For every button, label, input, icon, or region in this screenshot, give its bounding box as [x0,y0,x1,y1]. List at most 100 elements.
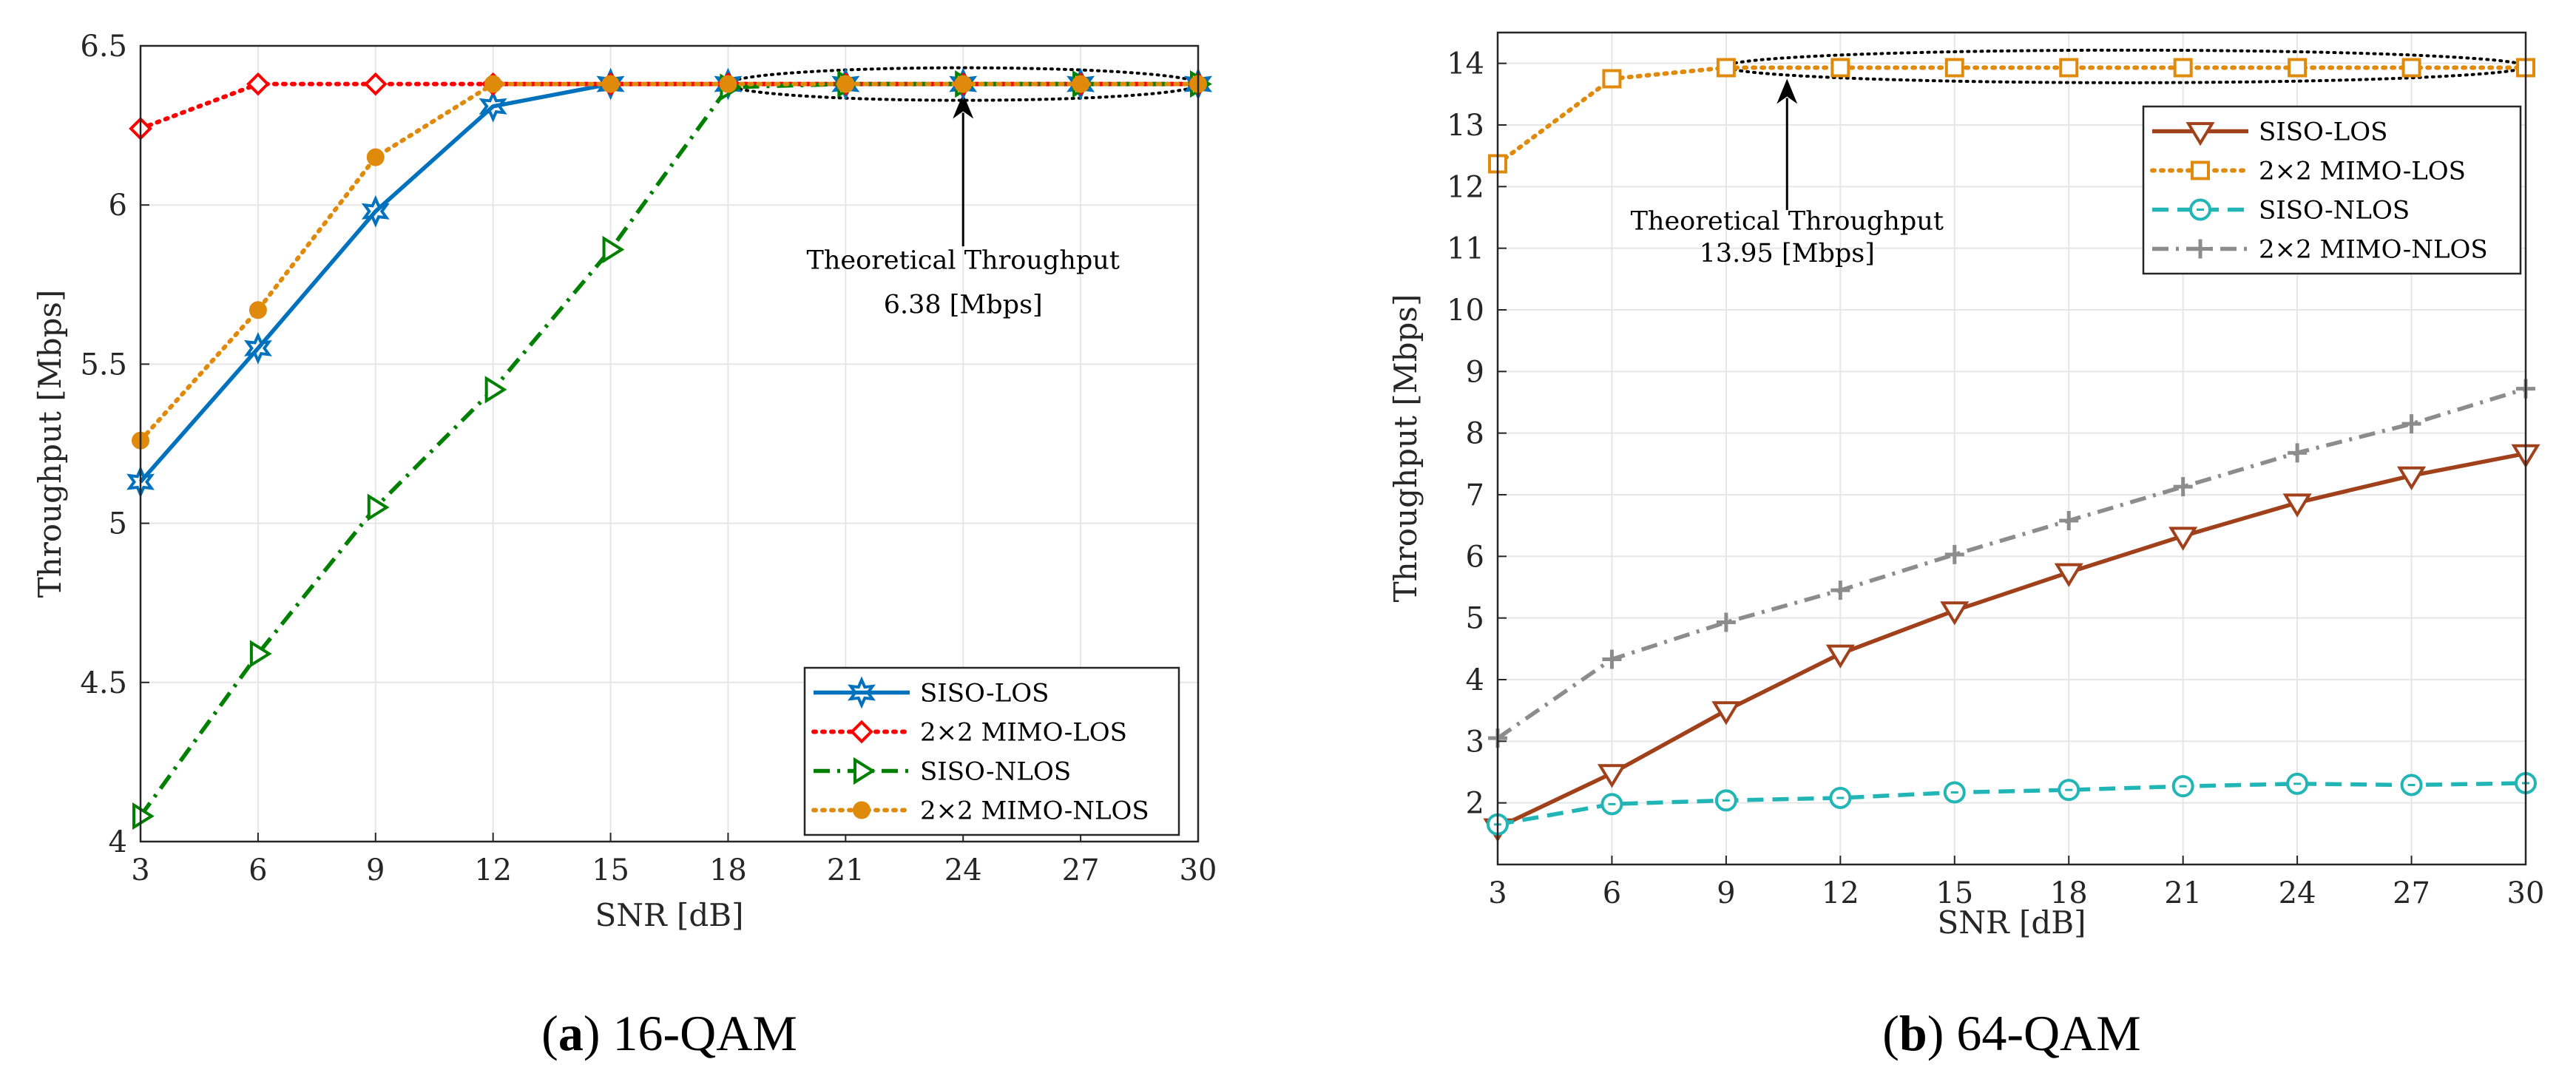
b-legend-marker-3 [2191,239,2210,259]
caption-a-text: 16-QAM [600,1005,797,1061]
a-y-tick-label: 5.5 [80,348,127,382]
a-x-tick-label: 12 [474,853,512,887]
b-x-tick-label: 3 [1488,876,1507,910]
b-y-tick-label: 4 [1466,663,1484,697]
b-x-tick-label: 27 [2393,876,2430,910]
a-point-0 [714,67,743,101]
a-point-2 [132,802,155,830]
b-y-tick-label: 7 [1466,478,1484,512]
b-legend-label-1: 2×2 MIMO-LOS [2259,157,2466,186]
b-point-3 [2173,477,2193,497]
a-legend-label-1: 2×2 MIMO-LOS [920,718,1127,748]
a-point-3 [601,75,620,93]
b-point-2 [2400,774,2423,796]
a-x-tick-label: 30 [1180,853,1217,887]
b-point-0 [2168,527,2198,551]
b-legend-marker-2 [2189,198,2211,221]
a-legend-marker-2 [853,757,876,785]
b-legend-marker-1 [2191,160,2210,180]
b-series-line-3 [1496,387,2526,740]
a-x-tick-label: 6 [249,853,267,887]
b-x-tick-label: 24 [2279,876,2316,910]
b-x-tick-label: 18 [2050,876,2088,910]
a-point-3 [719,75,737,93]
b-point-0 [1597,764,1626,788]
a-series-line-3 [138,81,1200,443]
b-point-2 [1600,793,1623,816]
b-point-0 [2054,563,2083,587]
a-point-3 [249,301,267,319]
chart-a-series [126,67,1213,830]
a-point-1 [363,72,388,96]
b-arrow-head [1777,78,1798,104]
b-x-tick-label: 30 [2507,876,2545,910]
b-x-tick-label: 15 [1936,876,1973,910]
a-point-1 [246,72,270,96]
a-legend-marker-1 [850,720,873,744]
b-y-tick-label: 5 [1466,602,1484,636]
chart-a-x-ticks: 3 6 9 12 15 18 21 24 27 30 [131,833,1217,887]
b-legend-label-2: SISO-NLOS [2259,196,2410,226]
chart-a-legend: SISO-LOS 2×2 MIMO-LOS SISO-NLOS 2×2 MIMO-NL… [803,666,1180,836]
b-point-2 [1714,789,1737,812]
b-point-0 [1940,601,1970,626]
b-point-1 [1602,69,1622,89]
chart-b-axes-box [1496,31,2527,866]
b-point-2 [1829,787,1852,809]
a-arrow-head [953,93,974,119]
b-point-1 [2059,58,2079,78]
a-y-tick-label: 4.5 [80,666,127,700]
a-point-2 [249,640,272,668]
caption-b-close: ) [1927,1005,1944,1061]
b-legend-label-3: 2×2 MIMO-NLOS [2259,235,2488,265]
chart-b-x-ticks: 3 6 9 12 15 18 21 24 27 30 [1488,856,2544,910]
caption-a: (a) 16-QAM [541,1005,797,1061]
a-point-3 [954,75,973,93]
a-y-tick-label: 5 [109,507,127,541]
a-y-tick-label: 6 [109,189,127,223]
b-y-tick-label: 10 [1447,294,1484,328]
b-y-tick-label: 6 [1466,540,1484,574]
a-point-2 [484,376,507,404]
a-legend-label-2: SISO-NLOS [920,757,1071,787]
b-point-1 [1716,58,1736,78]
b-point-3 [2401,414,2421,434]
b-point-0 [1825,644,1855,669]
a-series-line-2 [138,81,1198,818]
b-point-0 [2282,493,2312,518]
b-y-tick-label: 8 [1466,417,1484,451]
b-point-1 [1944,58,1964,78]
caption-b-letter: b [1899,1005,1927,1061]
b-y-tick-label: 12 [1447,170,1484,204]
a-legend-marker-0 [848,676,876,709]
a-x-tick-label: 27 [1062,853,1100,887]
chart-a-y-ticks: 4 4.5 5 5.5 6 6.5 [80,30,149,859]
b-point-0 [1711,701,1741,725]
a-y-tick-label: 6.5 [80,30,127,64]
a-point-3 [484,75,502,93]
b-y-tick-label: 11 [1447,232,1484,266]
b-point-0 [2397,466,2427,491]
a-legend-label-0: SISO-LOS [920,679,1049,708]
b-point-3 [1716,612,1736,632]
b-point-3 [2059,511,2079,530]
a-legend-label-3: 2×2 MIMO-NLOS [920,796,1149,826]
caption-a-open: ( [541,1005,558,1061]
chart-a-y-axis-label: Throughput [Mbps] [32,290,68,598]
b-y-tick-label: 14 [1447,47,1484,81]
b-legend-marker-0 [2185,122,2215,146]
chart-a-16qam: Theoretical Throughput 6.38 [Mbps] 3 6 9 12 1… [32,30,1217,933]
caption-a-close: ) [584,1005,601,1061]
a-point-0 [596,67,625,101]
a-point-0 [243,331,272,365]
chart-a-annotation: Theoretical Throughput 6.38 [Mbps] [726,66,1200,320]
b-y-tick-label: 2 [1466,787,1484,821]
b-point-3 [1602,649,1622,669]
a-point-3 [366,148,385,166]
a-x-tick-label: 3 [131,853,149,887]
b-annotation-line: 13.95 [Mbps] [1700,239,1875,268]
chart-b-legend: SISO-LOS 2×2 MIMO-LOS SISO-NLOS 2×2 MIMO-NL… [2142,105,2522,275]
b-series-line-0 [1496,451,2526,830]
